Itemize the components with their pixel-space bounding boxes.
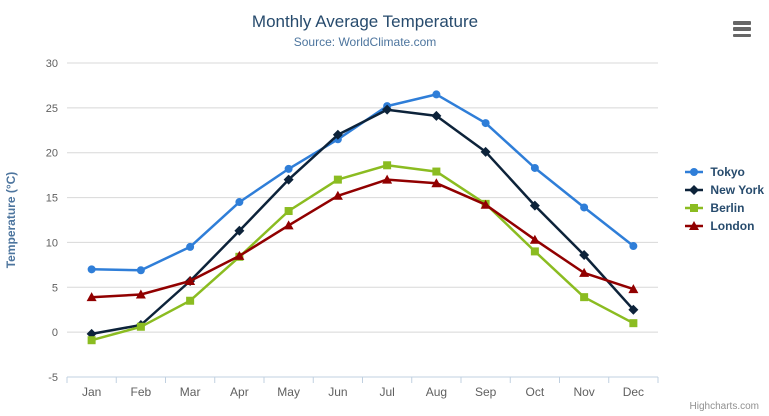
data-point-berlin-feb[interactable] <box>136 322 145 331</box>
data-point-tokyo-may[interactable] <box>284 164 293 173</box>
data-point-london-oct[interactable] <box>529 234 540 244</box>
x-axis-category-label: Jan <box>82 385 101 399</box>
x-axis-category-label: Sep <box>475 385 497 399</box>
x-axis-category-label: Mar <box>180 385 201 399</box>
menu-bar-icon <box>733 33 751 37</box>
data-point-london-jul[interactable] <box>382 174 393 184</box>
data-point-tokyo-jan[interactable] <box>87 265 96 274</box>
data-point-tokyo-mar[interactable] <box>186 242 195 251</box>
data-point-berlin-jan[interactable] <box>87 336 96 345</box>
legend-item-label: Berlin <box>710 201 745 215</box>
series-line-new-york[interactable] <box>90 108 635 336</box>
data-point-new-york-jun[interactable] <box>332 129 343 140</box>
y-axis-tick-label: 10 <box>46 237 58 249</box>
y-axis-tick-label: 5 <box>52 282 58 294</box>
data-point-london-jun[interactable] <box>332 190 343 200</box>
data-point-tokyo-feb[interactable] <box>136 266 145 275</box>
data-point-berlin-oct[interactable] <box>530 247 539 256</box>
export-menu-button[interactable] <box>730 19 754 39</box>
legend-item-london[interactable]: London <box>685 219 764 233</box>
data-point-london-feb[interactable] <box>135 289 146 299</box>
credits-link[interactable]: Highcharts.com <box>689 401 759 412</box>
legend-item-label: New York <box>710 183 764 197</box>
legend-item-label: London <box>710 219 755 233</box>
data-point-tokyo-aug[interactable] <box>432 90 441 99</box>
legend: Tokyo New York Berlin London <box>685 165 764 233</box>
data-point-tokyo-apr[interactable] <box>235 198 244 207</box>
data-point-new-york-jul[interactable] <box>382 104 393 115</box>
series-line-london[interactable] <box>90 178 635 299</box>
diamond-marker-icon <box>685 185 704 195</box>
data-point-tokyo-oct[interactable] <box>530 163 539 172</box>
x-axis-category-label: Dec <box>623 385 644 399</box>
y-axis-tick-label: 30 <box>46 58 58 70</box>
data-point-new-york-apr[interactable] <box>234 225 245 236</box>
data-point-berlin-jun[interactable] <box>333 175 342 184</box>
data-point-berlin-aug[interactable] <box>432 167 441 176</box>
data-point-berlin-dec[interactable] <box>629 319 638 328</box>
legend-item-new-york[interactable]: New York <box>685 183 764 197</box>
y-axis-tick-label: 15 <box>46 193 58 205</box>
legend-item-label: Tokyo <box>710 165 745 179</box>
y-axis-title: Temperature (°C) <box>4 172 18 269</box>
menu-bar-icon <box>733 27 751 31</box>
x-axis-category-label: Nov <box>573 385 594 399</box>
circle-marker-icon <box>685 168 704 176</box>
x-axis-category-label: Feb <box>131 385 152 399</box>
data-point-london-sep[interactable] <box>480 199 491 209</box>
series-line-tokyo[interactable] <box>90 93 635 272</box>
x-axis-category-label: May <box>277 385 300 399</box>
data-point-london-jan[interactable] <box>86 292 97 302</box>
data-point-london-dec[interactable] <box>628 284 639 294</box>
x-axis-category-label: Aug <box>426 385 447 399</box>
data-point-new-york-may[interactable] <box>283 174 294 185</box>
data-point-berlin-jul[interactable] <box>383 161 392 170</box>
data-point-new-york-oct[interactable] <box>529 200 540 211</box>
y-axis-tick-label: 20 <box>46 148 58 160</box>
data-point-tokyo-dec[interactable] <box>629 242 638 251</box>
data-point-new-york-dec[interactable] <box>628 304 639 315</box>
series-line-berlin[interactable] <box>90 164 635 342</box>
y-axis-tick-label: -5 <box>48 372 58 384</box>
legend-item-berlin[interactable]: Berlin <box>685 201 764 215</box>
chart-title: Monthly Average Temperature <box>251 12 479 31</box>
square-marker-icon <box>685 204 704 212</box>
legend-item-tokyo[interactable]: Tokyo <box>685 165 764 179</box>
data-point-new-york-nov[interactable] <box>579 249 590 260</box>
data-point-berlin-nov[interactable] <box>580 293 589 302</box>
y-axis-tick-label: 0 <box>52 327 58 339</box>
data-point-london-apr[interactable] <box>234 250 245 260</box>
triangle-marker-icon <box>685 221 704 230</box>
data-point-berlin-may[interactable] <box>284 207 293 216</box>
chart-subtitle: Source: WorldClimate.com <box>293 35 437 49</box>
data-point-berlin-mar[interactable] <box>186 296 195 305</box>
x-axis-category-label: Apr <box>230 385 249 399</box>
data-point-london-aug[interactable] <box>431 178 442 188</box>
x-axis-category-label: Jun <box>328 385 347 399</box>
data-point-new-york-aug[interactable] <box>431 110 442 121</box>
data-point-london-nov[interactable] <box>579 267 590 277</box>
menu-bar-icon <box>733 21 751 25</box>
data-point-new-york-sep[interactable] <box>480 146 491 157</box>
x-axis-category-label: Jul <box>379 385 394 399</box>
y-axis-tick-label: 25 <box>46 103 58 115</box>
data-point-london-mar[interactable] <box>185 276 196 286</box>
x-axis-category-label: Oct <box>526 385 545 399</box>
data-point-london-may[interactable] <box>283 220 294 230</box>
data-point-tokyo-sep[interactable] <box>481 119 490 128</box>
data-point-tokyo-nov[interactable] <box>580 203 589 212</box>
